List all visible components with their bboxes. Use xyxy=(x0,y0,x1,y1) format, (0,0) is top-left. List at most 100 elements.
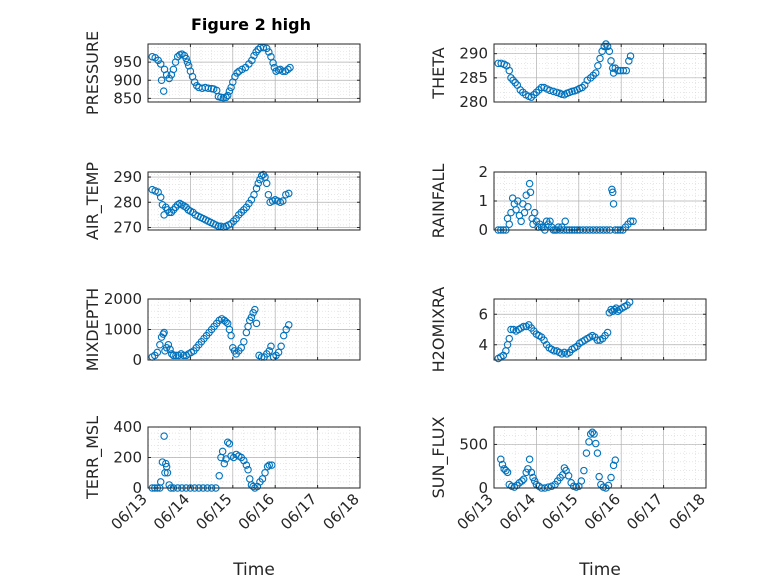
figure-title: Figure 2 high xyxy=(191,15,311,34)
data-point xyxy=(234,211,243,219)
data-point xyxy=(626,217,635,226)
data-point xyxy=(537,83,546,92)
data-point xyxy=(163,468,172,477)
data-point xyxy=(254,45,262,54)
data-point xyxy=(511,78,519,87)
data-point xyxy=(611,456,620,464)
data-point xyxy=(227,219,235,228)
data-series xyxy=(148,170,293,231)
data-point xyxy=(220,459,229,468)
data-point xyxy=(520,208,529,217)
data-point xyxy=(619,66,628,75)
data-point xyxy=(258,475,267,483)
data-point xyxy=(277,342,285,351)
data-point xyxy=(232,214,240,223)
y-tick-label: 950 xyxy=(113,53,142,71)
data-point xyxy=(582,449,591,457)
y-axis-label: H2OMIXRA xyxy=(429,287,448,373)
data-point xyxy=(497,455,505,463)
data-point xyxy=(223,91,232,100)
data-point xyxy=(190,78,199,86)
data-point xyxy=(279,67,287,75)
data-point xyxy=(158,458,167,466)
data-point xyxy=(530,477,539,485)
data-point xyxy=(503,468,512,477)
data-point xyxy=(247,313,256,322)
data-point xyxy=(269,59,277,67)
data-point xyxy=(189,208,197,217)
data-point xyxy=(544,483,553,491)
y-tick-label: 200 xyxy=(113,449,142,467)
data-point xyxy=(580,466,588,475)
data-point xyxy=(604,481,613,490)
data-point xyxy=(165,74,173,83)
data-point xyxy=(227,331,235,340)
data-point xyxy=(250,190,258,199)
data-point xyxy=(156,60,165,68)
data-point xyxy=(592,439,600,448)
y-axis-label: THETA xyxy=(429,47,448,99)
data-point xyxy=(614,66,622,75)
data-point xyxy=(594,61,602,70)
data-point xyxy=(219,93,228,102)
data-point xyxy=(166,345,174,354)
data-point xyxy=(603,328,612,337)
data-point xyxy=(526,188,535,197)
data-point xyxy=(284,65,292,74)
data-point xyxy=(215,472,223,480)
data-point xyxy=(589,71,597,80)
data-point xyxy=(625,57,633,65)
data-point xyxy=(590,430,598,438)
data-point xyxy=(237,208,246,217)
data-point xyxy=(265,461,274,469)
data-point xyxy=(159,87,168,95)
y-tick-label: 2000 xyxy=(104,290,142,308)
data-point xyxy=(505,220,514,228)
data-point xyxy=(588,428,597,436)
data-point xyxy=(218,447,227,456)
data-point xyxy=(164,340,173,349)
data-point xyxy=(217,93,225,102)
data-point xyxy=(516,86,525,94)
data-point xyxy=(153,348,162,357)
axes-box xyxy=(147,43,361,103)
data-point xyxy=(609,69,618,77)
data-point xyxy=(204,84,212,92)
axes-box xyxy=(493,43,707,103)
y-tick-label: 0 xyxy=(478,221,488,239)
data-point xyxy=(225,87,234,95)
data-point xyxy=(267,342,275,351)
data-series xyxy=(148,305,293,361)
data-point xyxy=(214,222,223,230)
data-series xyxy=(494,298,634,363)
data-point xyxy=(262,179,271,188)
data-point xyxy=(527,93,536,101)
data-point xyxy=(285,321,293,329)
data-point xyxy=(252,184,261,193)
data-point xyxy=(156,193,165,201)
data-point xyxy=(505,66,514,75)
data-point xyxy=(607,57,615,65)
data-point xyxy=(182,54,190,63)
data-point xyxy=(257,172,266,180)
data-point xyxy=(222,93,230,102)
data-point xyxy=(524,203,532,211)
data-point xyxy=(245,199,253,208)
y-tick-label: 290 xyxy=(113,168,142,186)
data-point xyxy=(577,477,586,485)
data-point xyxy=(172,351,180,360)
data-point xyxy=(593,449,602,457)
y-axis-label: AIR_TEMP xyxy=(83,162,103,240)
data-point xyxy=(507,74,515,82)
data-point xyxy=(240,337,248,346)
data-point xyxy=(608,188,617,197)
y-tick-label: 0 xyxy=(132,351,142,369)
data-point xyxy=(274,348,283,357)
y-axis-label: PRESSURE xyxy=(83,31,102,115)
data-point xyxy=(629,217,637,226)
data-point xyxy=(222,318,230,326)
data-point xyxy=(605,47,614,55)
